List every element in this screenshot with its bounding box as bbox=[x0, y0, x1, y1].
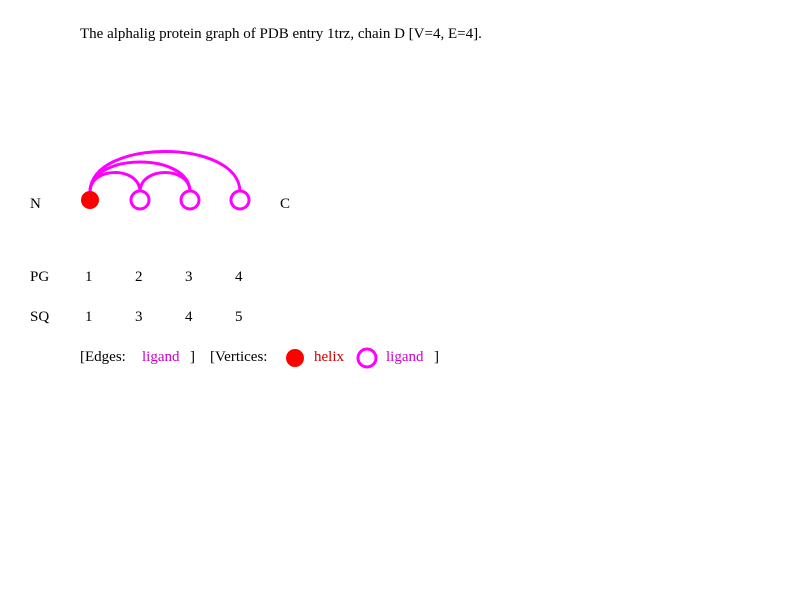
legend-vertices-close: ] bbox=[434, 349, 439, 365]
legend-edges-close: ] bbox=[190, 349, 195, 365]
sq-row-label: SQ bbox=[30, 309, 50, 325]
c-terminus-label: C bbox=[280, 196, 291, 212]
vertex-3-ligand bbox=[179, 189, 201, 211]
legend-helix-label: helix bbox=[314, 349, 344, 365]
sq-number-4: 5 bbox=[235, 309, 243, 325]
vertices-layer bbox=[81, 189, 251, 211]
legend-ligand-vertex bbox=[356, 347, 378, 369]
legend-ligand-label: ligand bbox=[386, 349, 424, 365]
pg-number-2: 2 bbox=[135, 269, 143, 285]
edge-1-4 bbox=[88, 150, 242, 193]
legend-vertices-label: [Vertices: bbox=[210, 349, 268, 365]
pg-row-label: PG bbox=[30, 269, 50, 285]
pg-number-1: 1 bbox=[85, 269, 93, 285]
legend-helix-vertex bbox=[286, 349, 304, 367]
vertex-4-ligand bbox=[229, 189, 251, 211]
vertex-1-helix bbox=[81, 191, 99, 209]
pg-number-3: 3 bbox=[185, 269, 193, 285]
n-terminus-label: N bbox=[30, 196, 41, 212]
vertex-2-ligand bbox=[129, 189, 151, 211]
edge-2-3 bbox=[138, 171, 192, 193]
sq-number-2: 3 bbox=[135, 309, 143, 325]
legend-edges-label: [Edges: bbox=[80, 349, 126, 365]
sq-number-1: 1 bbox=[85, 309, 93, 325]
legend-edge-ligand: ligand bbox=[142, 349, 180, 365]
sq-number-3: 4 bbox=[185, 309, 193, 325]
pg-number-4: 4 bbox=[235, 269, 243, 285]
edges-layer bbox=[88, 150, 242, 193]
page-title: The alphalig protein graph of PDB entry … bbox=[80, 26, 482, 42]
